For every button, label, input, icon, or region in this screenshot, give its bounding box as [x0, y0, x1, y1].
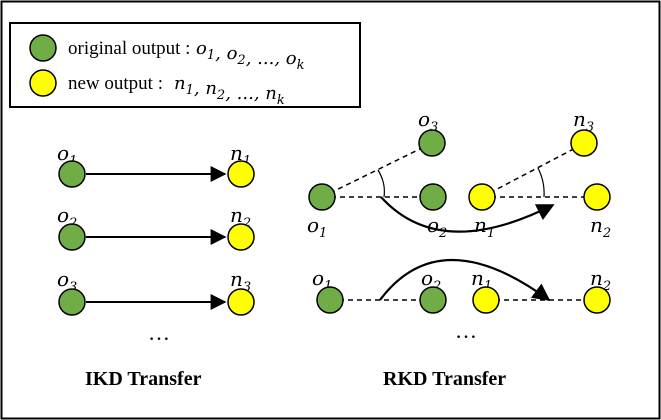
ikd-row3-to-label: n3: [230, 267, 251, 295]
legend-new-text: new output :: [68, 73, 163, 94]
rkd-angle-o1-o3-edge: [321, 143, 431, 198]
rkd-distance-transfer-arrow: [379, 259, 551, 302]
rkd-top-o3-node: [418, 129, 446, 157]
rkd-top-n1-label: n1: [474, 213, 495, 241]
rkd-angle-arc-new: [537, 167, 545, 198]
rkd-top-n2-node: [583, 183, 611, 211]
rkd-angle-arc-original: [377, 169, 385, 198]
rkd-angle-n1-n3-edge: [481, 143, 584, 198]
rkd-top-n1-node: [468, 183, 496, 211]
rkd-ellipsis: …: [455, 318, 477, 343]
legend-box: [9, 22, 361, 108]
ikd-ellipsis: …: [148, 320, 170, 345]
rkd-bottom-o2-node: [419, 286, 447, 314]
rkd-bottom-n2-label: n2: [590, 266, 611, 294]
rkd-angle-transfer-arrow: [380, 196, 555, 233]
legend-original-swatch: [29, 34, 57, 62]
rkd-top-n3-node: [570, 129, 598, 157]
rkd-bottom-o2-label: o2: [421, 266, 441, 294]
rkd-bottom-n1-node: [472, 286, 500, 314]
legend-original-math: o1, o2, ..., ok: [196, 38, 305, 73]
rkd-top-o2-label: o2: [427, 213, 447, 241]
ikd-row2-to-label: n2: [230, 203, 251, 231]
rkd-top-n2-label: n2: [590, 213, 611, 241]
ikd-panel: o1 n1 o2 n2 o3 n3 … IKD Transfer: [57, 141, 255, 390]
rkd-top-o3-label: o3: [418, 107, 438, 135]
legend-new-swatch: [29, 69, 57, 97]
ikd-row1-to-label: n1: [230, 141, 251, 169]
legend-new-math: n1, n2, ..., nk: [174, 73, 285, 108]
ikd-row3-new-node: [227, 288, 255, 316]
rkd-top-o2-node: [419, 183, 447, 211]
rkd-panel: o3 o1 o2 n3 n1 n2 o1 o2 n1 n2 … RKD Tran…: [307, 107, 611, 390]
ikd-row3-original-node: [58, 288, 86, 316]
rkd-caption: RKD Transfer: [383, 368, 506, 390]
ikd-row2-original-node: [58, 223, 86, 251]
ikd-caption: IKD Transfer: [85, 368, 202, 390]
legend: original output : o1, o2, ..., ok new ou…: [9, 22, 361, 108]
ikd-row2-new-node: [227, 223, 255, 251]
ikd-row1-new-node: [227, 160, 255, 188]
rkd-top-n3-label: n3: [573, 107, 594, 135]
rkd-bottom-n2-node: [583, 286, 611, 314]
rkd-bottom-o1-node: [316, 286, 344, 314]
ikd-row1-original-node: [58, 160, 86, 188]
rkd-top-o1-node: [308, 183, 336, 211]
rkd-top-o1-label: o1: [307, 213, 327, 241]
ikd-row3-from-label: o3: [57, 267, 77, 295]
legend-original-text: original output :: [68, 38, 190, 59]
